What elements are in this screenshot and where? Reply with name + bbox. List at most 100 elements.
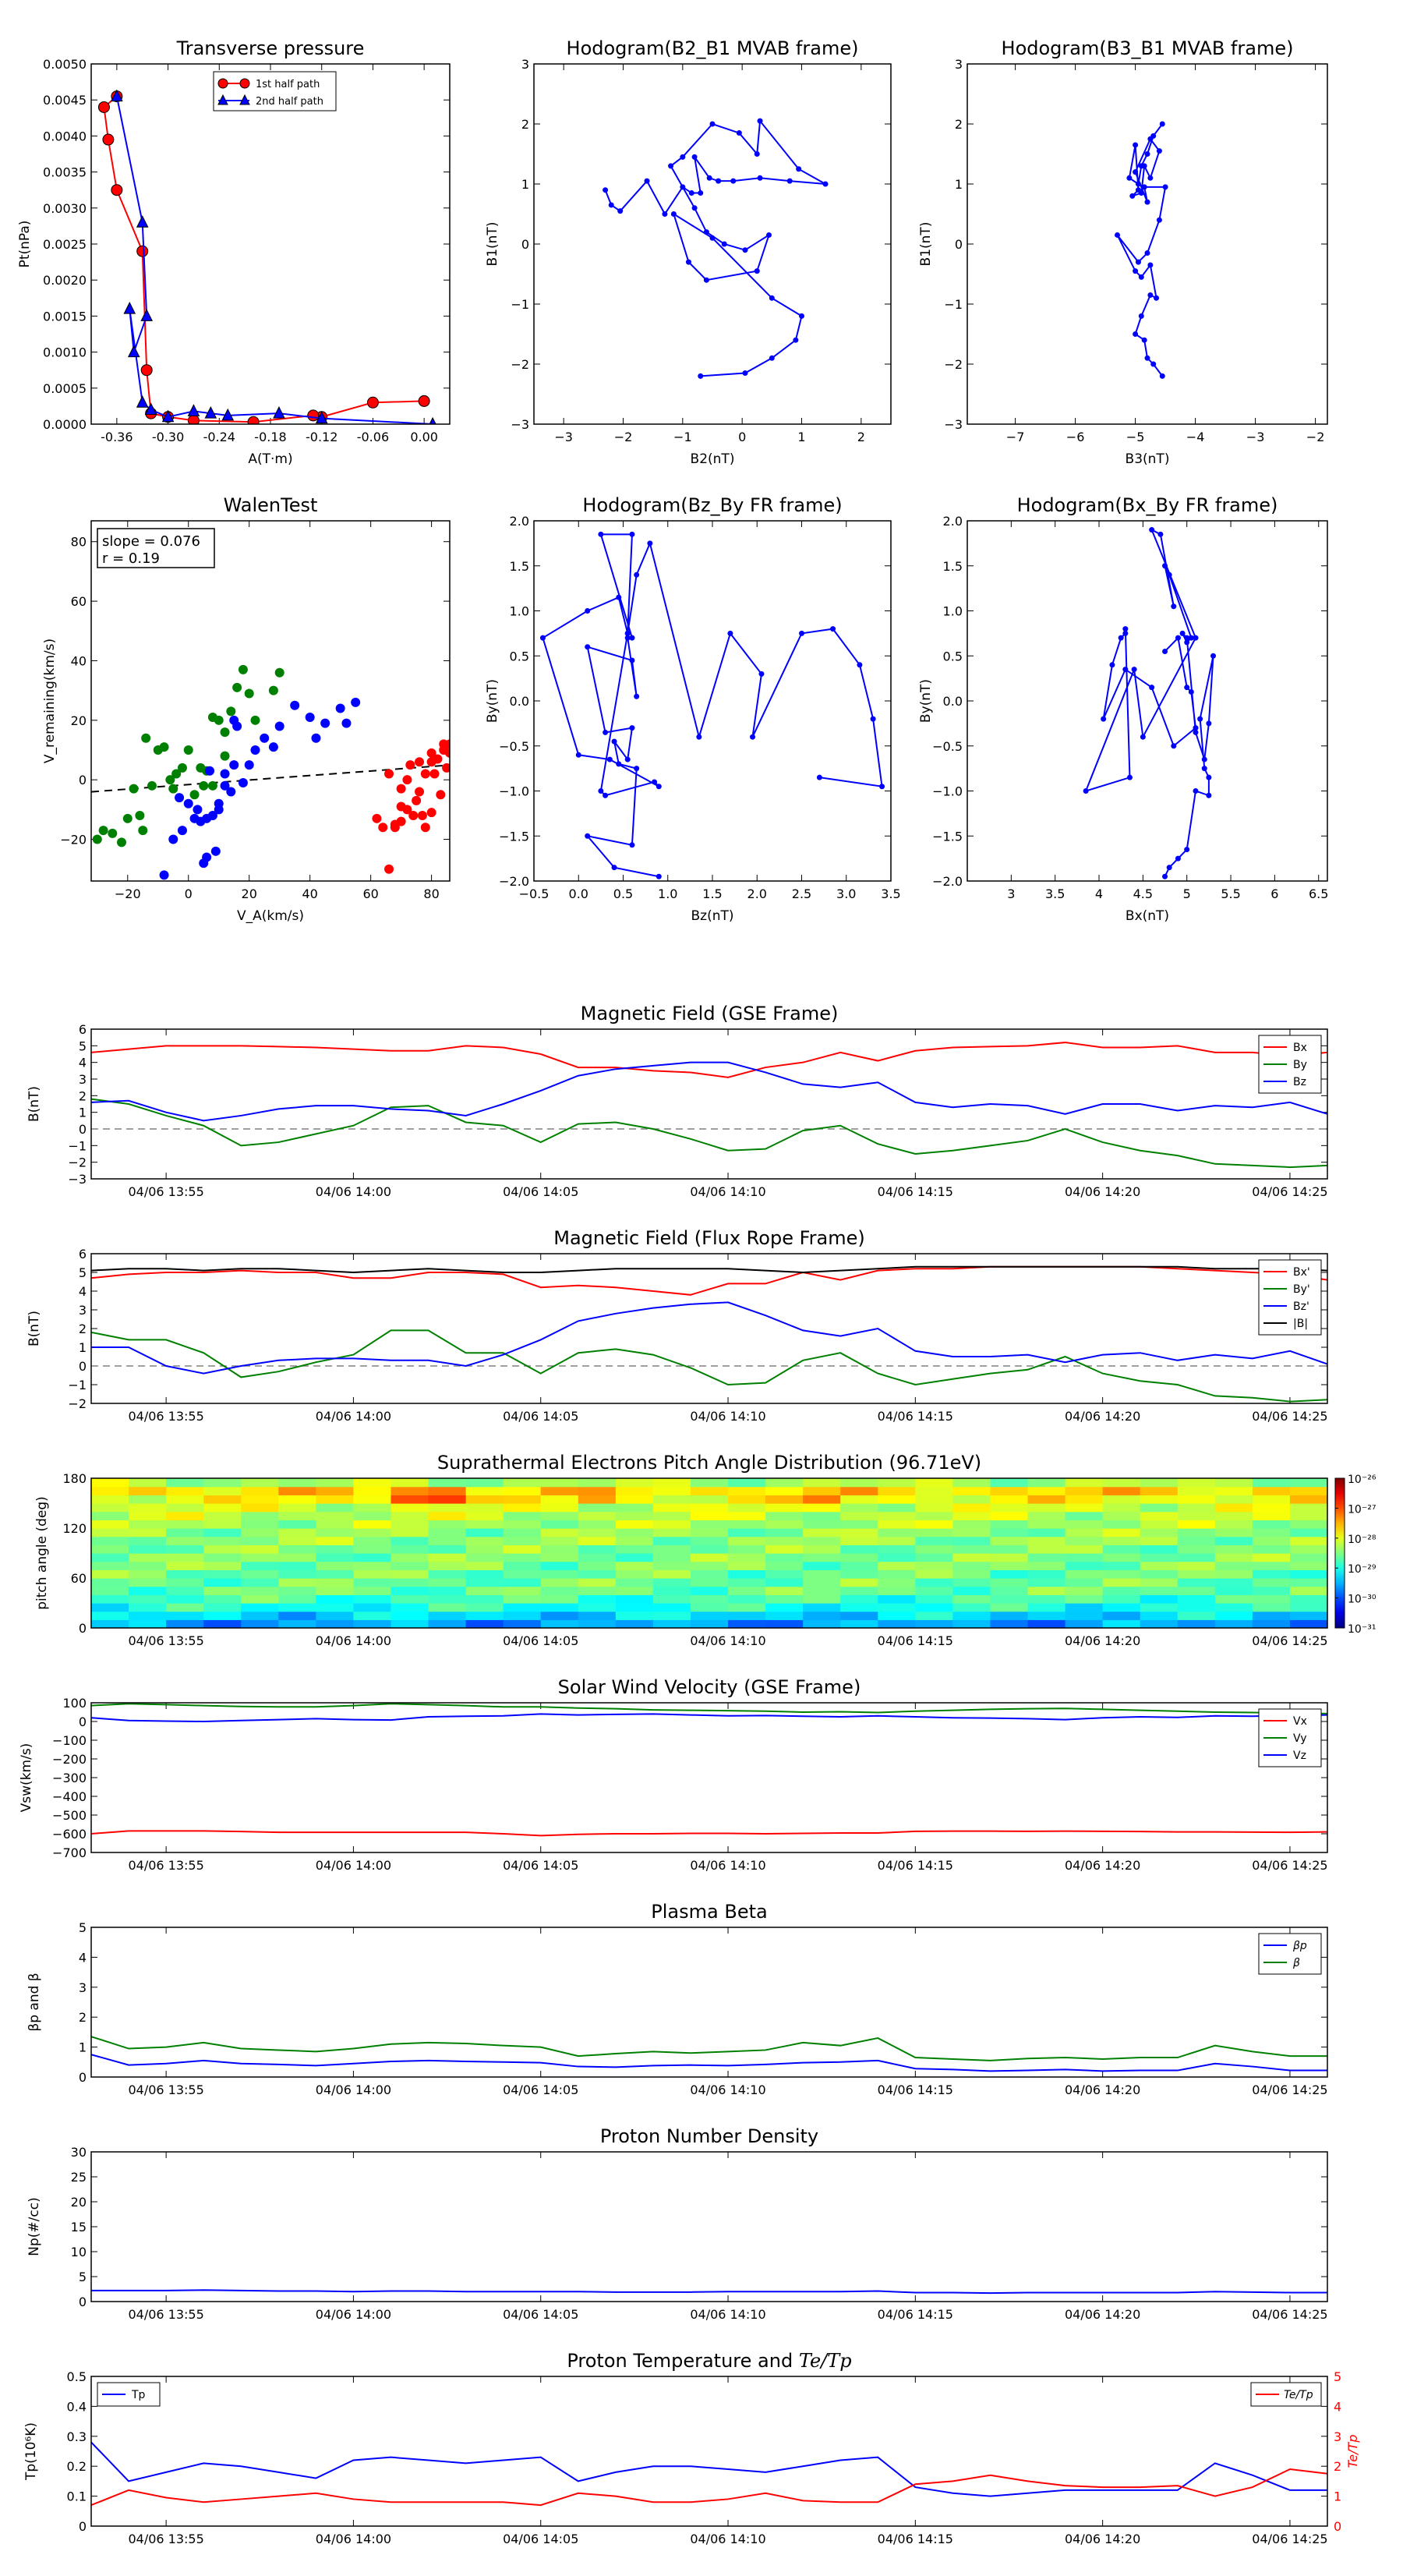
magnetic-field-fr-axes: Magnetic Field (Flux Rope Frame) 04/06 13… (27, 1227, 1328, 1424)
walen-test-point (426, 808, 436, 818)
proton-temperature-ytick-right-label: 3 (1334, 2429, 1341, 2444)
pitch-angle-distribution-cell (1289, 1586, 1327, 1595)
pitch-angle-distribution-cell (615, 1569, 654, 1579)
hodogram-bx-by-point (1131, 667, 1137, 673)
transverse-pressure-ytick-label: 0.0025 (43, 237, 87, 252)
pitch-angle-distribution-cell (503, 1553, 542, 1562)
pitch-angle-distribution-cell (129, 1569, 167, 1579)
pitch-angle-distribution-cell (878, 1503, 916, 1513)
walen-test-point (420, 823, 430, 833)
hodogram-bz-by-ytick-label: 1.5 (510, 559, 529, 574)
proton-temperature-axes: 04/06 13:55 04/06 14:00 04/06 14:05 04/06 1… (23, 2369, 1328, 2546)
hodogram-b2-b1-point (769, 295, 775, 301)
pitch-angle-distribution-cell (803, 1619, 841, 1628)
hodogram-bz-by-ytick-label: −0.5 (499, 739, 529, 754)
pitch-angle-distribution-ytick-label: 120 (62, 1521, 87, 1536)
pitch-angle-distribution-cell (952, 1495, 991, 1504)
plasma-beta-frame (90, 1927, 1328, 2078)
pitch-angle-distribution-colorbar-label: 10⁻²⁹ (1348, 1563, 1376, 1576)
pitch-angle-distribution-cell (615, 1520, 654, 1529)
pitch-angle-distribution-cell (203, 1561, 242, 1570)
hodogram-bz-by-point (585, 608, 591, 614)
walen-test-point (116, 837, 126, 847)
pitch-angle-distribution-cell (353, 1586, 392, 1595)
walen-test-point (268, 742, 278, 752)
hodogram-b2-b1-ytick-label: −3 (511, 417, 529, 432)
pitch-angle-distribution-cell (278, 1520, 316, 1529)
hodogram-bz-by-point (656, 873, 662, 879)
transverse-pressure-point (187, 404, 200, 416)
pitch-angle-distribution-cell (1289, 1503, 1327, 1513)
pitch-angle-distribution-cell (1177, 1528, 1216, 1537)
transverse-pressure-legend: 1st half path 2nd half path (213, 71, 337, 111)
pitch-angle-distribution-cell (1102, 1528, 1141, 1537)
pitch-angle-distribution-cell (241, 1486, 279, 1495)
pitch-angle-distribution-cell (1177, 1553, 1216, 1562)
walen-test-point (189, 790, 200, 800)
pitch-angle-distribution-cell (1252, 1611, 1291, 1620)
pitch-angle-distribution-cell (166, 1578, 204, 1587)
walen-test-xtick-label: 40 (302, 886, 317, 901)
pitch-angle-distribution-cell (878, 1486, 916, 1495)
walen-test-point (351, 697, 361, 707)
pitch-angle-distribution-cell (765, 1520, 804, 1529)
pitch-angle-distribution-cell (652, 1569, 691, 1579)
pitch-angle-distribution-cell (1065, 1553, 1104, 1562)
pitch-angle-distribution-cell (241, 1528, 279, 1537)
walen-test-point (341, 718, 352, 728)
hodogram-bx-by-point (1188, 635, 1194, 641)
pitch-angle-distribution-cell (803, 1553, 841, 1562)
pitch-angle-distribution-cell (1102, 1503, 1141, 1513)
hodogram-b3-b1-point (1147, 292, 1154, 298)
pitch-angle-distribution-cell (391, 1578, 429, 1587)
pitch-angle-distribution-cell (615, 1594, 654, 1604)
pitch-angle-distribution-cell (1252, 1553, 1291, 1562)
hodogram-bx-by-point (1201, 766, 1207, 772)
pitch-angle-distribution-cell (952, 1619, 991, 1628)
hodogram-bz-by-point (611, 865, 617, 871)
pitch-angle-distribution-cell (1065, 1594, 1104, 1604)
pitch-angle-distribution-cell (840, 1478, 878, 1488)
hodogram-b2-b1-point (709, 235, 716, 241)
hodogram-bz-by-xtick-label: 3.5 (881, 886, 900, 901)
magnetic-field-gse-ytick-label: 2 (79, 1088, 87, 1103)
hodogram-bx-by-ytick-label: 0.0 (943, 694, 963, 709)
plasma-beta-ytick-label: 1 (79, 2040, 87, 2055)
hodogram-b2-b1-plot-bg (534, 64, 891, 424)
pitch-angle-distribution-cell (129, 1553, 167, 1562)
pitch-angle-distribution-cell (765, 1511, 804, 1520)
hodogram-bx-by-point (1101, 716, 1107, 722)
pitch-angle-distribution-cell (465, 1536, 504, 1545)
walen-test-point (202, 813, 212, 823)
hodogram-b3-b1-point (1133, 169, 1139, 175)
hodogram-bz-by-point (606, 756, 613, 763)
magnetic-field-fr-series-3 (91, 1265, 1327, 1274)
hodogram-bx-by-ytick-label: 1.5 (943, 559, 963, 574)
pitch-angle-distribution-cell (952, 1486, 991, 1495)
pitch-angle-distribution-cell (915, 1611, 953, 1620)
pitch-angle-distribution-cell (316, 1611, 355, 1620)
pitch-angle-distribution-cell (990, 1594, 1029, 1604)
pitch-angle-distribution-cell (278, 1495, 316, 1504)
pitch-angle-distribution-cell (503, 1545, 542, 1554)
pitch-angle-distribution-cell (278, 1528, 316, 1537)
walen-test-point (396, 801, 406, 812)
proton-temperature-ylabel-right: Te/Tp (1345, 2435, 1360, 2468)
pitch-angle-distribution-cell (1252, 1545, 1291, 1554)
transverse-pressure-legend-marker (239, 78, 250, 89)
hodogram-b2-b1-point (688, 190, 694, 196)
pitch-angle-distribution-xtick-label: 04/06 13:55 (128, 1633, 203, 1648)
pitch-angle-distribution-cell (1027, 1561, 1066, 1570)
hodogram-b2-b1-point (736, 130, 742, 136)
magnetic-field-gse-series-1 (91, 1098, 1327, 1169)
pitch-angle-distribution-cell (578, 1553, 617, 1562)
pitch-angle-distribution-cell (803, 1495, 841, 1504)
transverse-pressure-legend-label: 1st half path (256, 79, 320, 90)
walen-test-point (183, 798, 193, 809)
pitch-angle-distribution-cell (129, 1486, 167, 1495)
pitch-angle-distribution-xtick-label: 04/06 14:05 (503, 1633, 578, 1648)
hodogram-b3-b1-plot-bg (967, 64, 1327, 424)
plasma-beta-xtick-label: 04/06 14:20 (1065, 2082, 1140, 2097)
pitch-angle-distribution-cell (503, 1495, 542, 1504)
transverse-pressure-ytick-label: 0.0000 (43, 417, 87, 432)
